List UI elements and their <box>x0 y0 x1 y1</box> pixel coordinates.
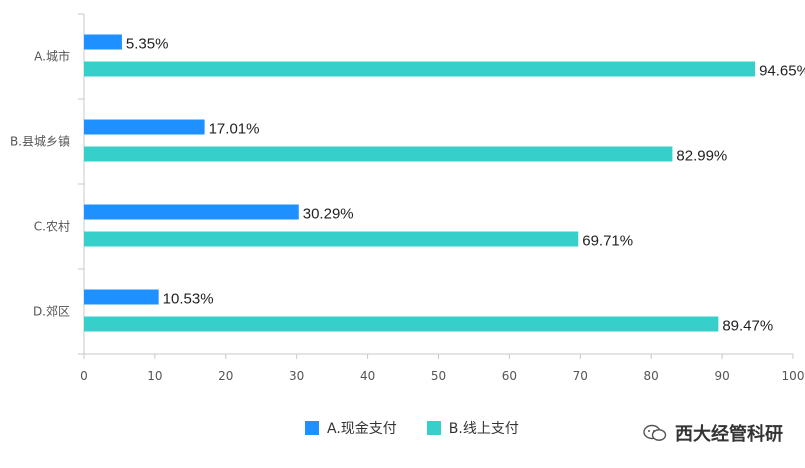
x-tick-label: 60 <box>502 369 517 383</box>
x-tick-label: 30 <box>289 369 304 383</box>
x-tick-label: 20 <box>218 369 233 383</box>
x-tick-label: 90 <box>714 369 729 383</box>
y-category-label: D.郊区 <box>33 305 70 319</box>
legend-item-cash: A.现金支付 <box>305 418 397 438</box>
legend-swatch-cash <box>305 421 319 435</box>
x-tick-label: 100 <box>782 369 805 383</box>
y-category-label: B.县城乡镇 <box>10 135 70 149</box>
y-category-label: C.农村 <box>34 220 70 234</box>
data-label: 82.99% <box>676 148 727 165</box>
bar-online <box>84 146 673 162</box>
legend-label-online: B.线上支付 <box>448 421 519 437</box>
y-category-label: A.城市 <box>34 49 70 64</box>
data-label: 89.47% <box>722 318 773 335</box>
x-tick-label: 50 <box>431 369 446 383</box>
data-label: 17.01% <box>209 121 260 138</box>
watermark: 西大经管科研 <box>643 420 783 446</box>
legend-item-online: B.线上支付 <box>426 418 519 438</box>
bar-cash <box>84 204 299 220</box>
legend-swatch-online <box>426 421 441 435</box>
x-tick-label: 80 <box>644 369 659 383</box>
bar-cash <box>84 34 122 50</box>
x-tick-label: 70 <box>573 369 588 383</box>
bar-cash <box>84 289 159 305</box>
data-label: 69.71% <box>582 233 633 250</box>
bar-online <box>84 61 756 77</box>
x-tick-label: 10 <box>147 369 162 383</box>
x-tick-label: 0 <box>80 369 88 383</box>
bar-online <box>84 316 719 332</box>
watermark-text: 西大经管科研 <box>675 424 783 445</box>
legend: A.现金支付 B.线上支付 <box>305 418 519 438</box>
wechat-icon <box>643 424 667 441</box>
bar-online <box>84 231 579 247</box>
data-label: 94.65% <box>759 63 805 80</box>
bar-chart: 0 10 20 30 40 50 60 70 80 90 100 A.城市 5.35% 94.65% B.县… <box>10 13 805 383</box>
x-tick-label: 40 <box>360 369 375 383</box>
data-label: 30.29% <box>303 206 354 223</box>
legend-label-cash: A.现金支付 <box>327 421 397 437</box>
bar-cash <box>84 119 205 135</box>
data-label: 10.53% <box>163 291 214 308</box>
data-label: 5.35% <box>126 36 169 53</box>
